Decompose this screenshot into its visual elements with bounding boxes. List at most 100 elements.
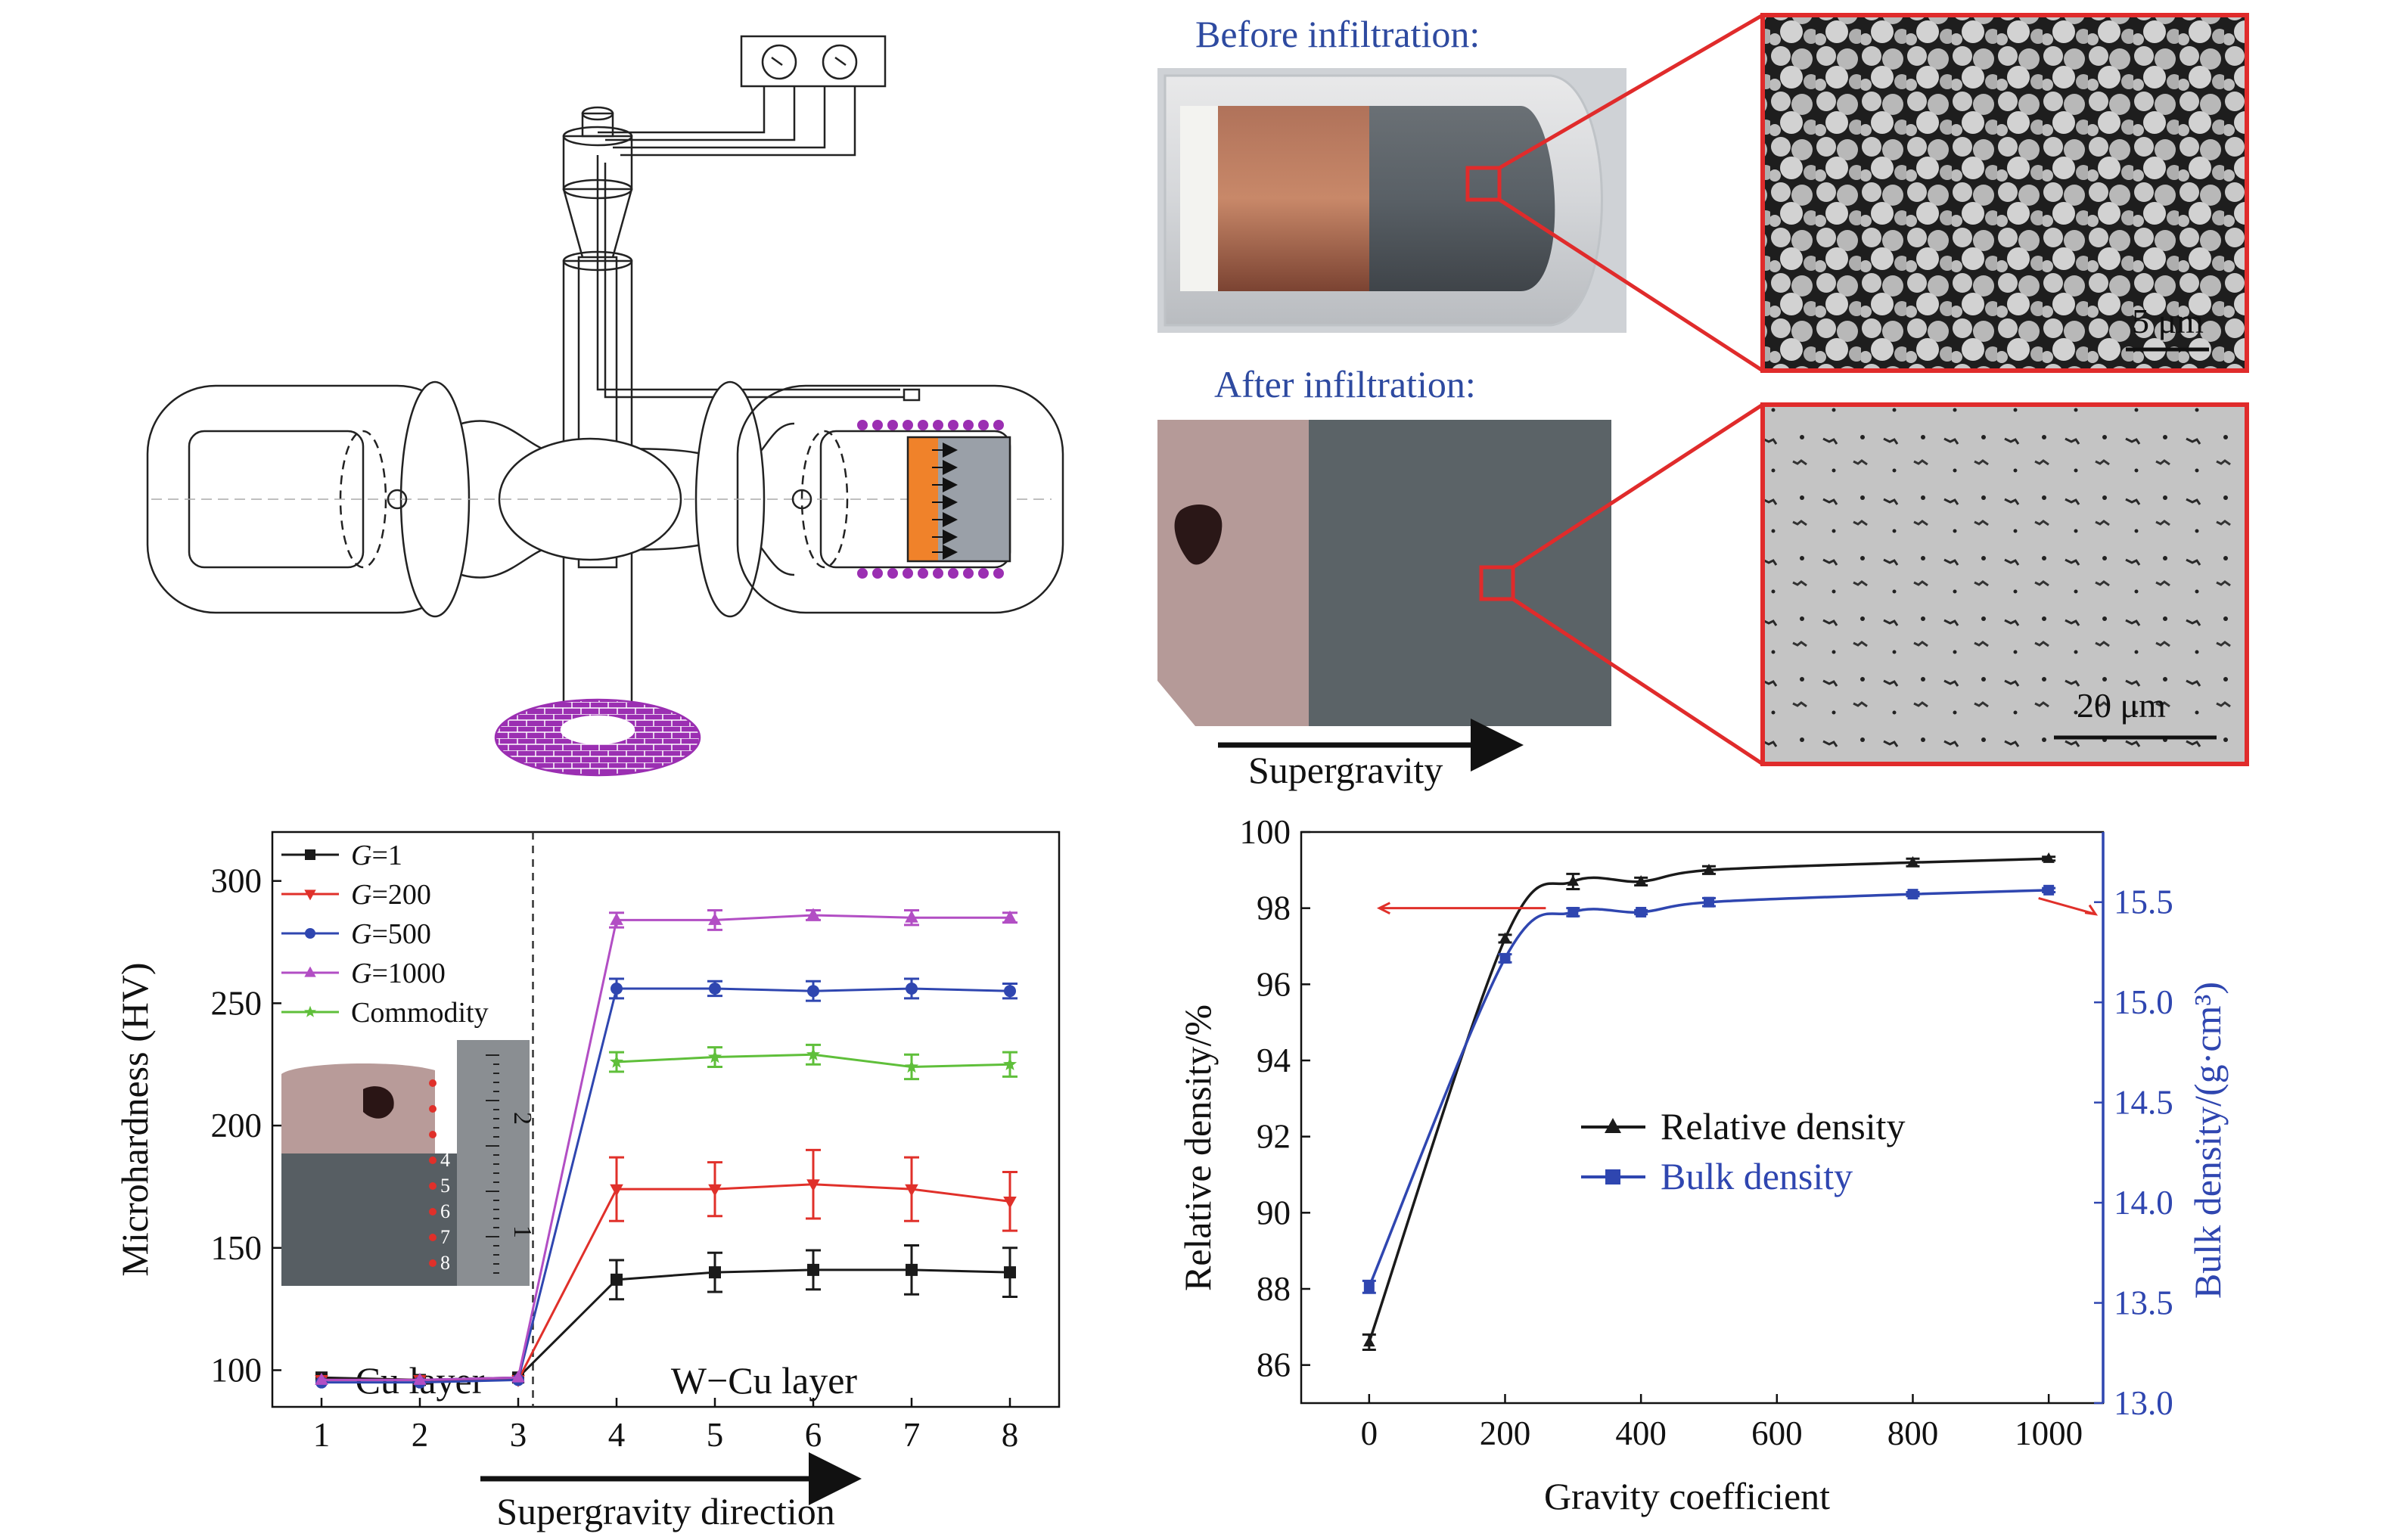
data-point	[511, 1370, 525, 1383]
y2-tick-label: 13.0	[2114, 1384, 2173, 1422]
series-g-500	[315, 977, 1018, 1389]
data-point	[1907, 889, 1919, 900]
x-tick-label: 2	[412, 1416, 429, 1454]
data-point	[1567, 875, 1580, 886]
x-tick-label: 7	[903, 1416, 921, 1454]
heater-dot	[963, 420, 974, 430]
legend-label: G=1000	[351, 958, 446, 989]
data-point	[707, 1049, 722, 1063]
data-point	[904, 1059, 919, 1073]
data-point	[806, 1047, 821, 1061]
legend-label: Bulk density	[1661, 1155, 1853, 1197]
y-axis-ticks: 100 150 200 250 300	[211, 862, 281, 1389]
heater-dot	[887, 568, 898, 579]
data-point	[708, 912, 722, 925]
data-point	[611, 1273, 623, 1286]
y2-tick-label: 13.5	[2114, 1284, 2173, 1322]
heater-dot	[872, 568, 883, 579]
data-point	[1703, 863, 1715, 874]
x-tick-label: 800	[1887, 1414, 1939, 1452]
data-point	[610, 912, 623, 925]
x-tick-label: 6	[805, 1416, 822, 1454]
inset-mark-dot	[429, 1208, 437, 1216]
heater-dot	[978, 568, 989, 579]
inset-mark-label: 1	[440, 1072, 450, 1094]
series-group	[315, 908, 1018, 1389]
data-point	[1363, 1336, 1375, 1347]
legend-marker	[304, 1005, 316, 1017]
scale-bar-bottom-label: 20 μm	[2077, 686, 2166, 725]
legend-label: G=200	[351, 879, 431, 911]
heater-dot	[857, 568, 868, 579]
data-point	[413, 1372, 427, 1385]
data-point	[611, 982, 623, 995]
legend-label: G=500	[351, 918, 431, 950]
inset-mark-dot	[429, 1234, 437, 1241]
data-point	[2043, 852, 2055, 863]
y-tick-label: 92	[1257, 1118, 1291, 1156]
heater-dot	[872, 420, 883, 430]
x-tick-label: 600	[1751, 1414, 1803, 1452]
data-point	[1636, 906, 1647, 917]
x-tick-label: 400	[1615, 1414, 1667, 1452]
inset-mark-dot	[429, 1259, 437, 1267]
x-tick-label: 4	[608, 1416, 626, 1454]
legend-label: G=1	[351, 840, 402, 871]
y-tick-label: 250	[211, 984, 263, 1022]
data-point	[1635, 875, 1647, 886]
legend-marker	[304, 890, 316, 901]
region-label: W−Cu layer	[671, 1359, 858, 1402]
density-chart: 0 200 400 600 800 1000 86 88 90 92 94 96 98 100 13.0…	[1176, 813, 2229, 1517]
sample-chamber	[906, 436, 1011, 563]
y2-axis-ticks: 13.0 13.5 14.0 14.5 15.0 15.5	[2094, 883, 2173, 1422]
y-axis-label: Relative density/%	[1176, 1004, 1219, 1291]
y-tick-label: 86	[1257, 1346, 1291, 1384]
data-point	[708, 1184, 722, 1197]
inset-void	[363, 1086, 394, 1119]
heater-coils	[857, 420, 1004, 579]
data-point	[1003, 910, 1017, 923]
data-point	[610, 1184, 623, 1197]
inset-mark-label: 6	[440, 1200, 450, 1222]
inset-mark-dot	[429, 1157, 437, 1164]
photo-panel: Before infiltration: 5 μm After infiltra…	[1157, 13, 2249, 791]
series-line	[322, 914, 1010, 1381]
data-point	[1363, 1281, 1375, 1293]
inset-mark-dot	[429, 1182, 437, 1190]
y-axis-ticks: 86 88 90 92 94 96 98 100	[1240, 813, 1310, 1384]
inset-mark-label: 3	[440, 1123, 450, 1145]
legend-marker	[305, 849, 315, 860]
y-tick-label: 88	[1257, 1270, 1291, 1308]
y-tick-label: 96	[1257, 965, 1291, 1003]
left-axis-indicator-arrow	[1376, 902, 1546, 915]
y-tick-label: 94	[1257, 1042, 1291, 1079]
y2-tick-label: 14.5	[2114, 1084, 2173, 1122]
series-relative-density	[1362, 852, 2056, 1352]
x-axis-label: Supergravity direction	[496, 1490, 835, 1532]
legend-marker	[1605, 1169, 1620, 1184]
heater-dot	[933, 568, 943, 579]
sem-image-bottom: 20 μm	[1760, 402, 2249, 766]
apparatus-schematic	[146, 35, 1064, 777]
data-point	[905, 1184, 918, 1197]
x-axis-ticks: 1 2 3 4 5 6 7 8	[313, 1398, 1019, 1454]
heater-dot	[903, 420, 913, 430]
y-axis-label: Microhardness (HV)	[113, 962, 156, 1276]
after-infiltration-photo: Supergravity	[1157, 402, 1764, 791]
heater-dot	[918, 568, 928, 579]
heater-dot	[963, 568, 974, 579]
inset-mark-dot	[429, 1105, 437, 1113]
inset-mark-label: 4	[440, 1149, 450, 1171]
inset-wcu-region	[281, 1153, 457, 1286]
legend-label: Relative density	[1661, 1105, 1906, 1147]
inset-mark-label: 8	[440, 1252, 450, 1274]
legend-marker	[305, 928, 315, 939]
legend-label: Commodity	[351, 997, 489, 1029]
x-tick-label: 0	[1361, 1414, 1378, 1452]
x-tick-label: 8	[1002, 1416, 1019, 1454]
data-point	[1499, 932, 1512, 943]
legend: G=1 G=200 G=500 G=1000 Commodity	[281, 840, 489, 1029]
sem-image-top: 5 μm	[1760, 13, 2249, 373]
y-tick-label: 150	[211, 1229, 263, 1267]
